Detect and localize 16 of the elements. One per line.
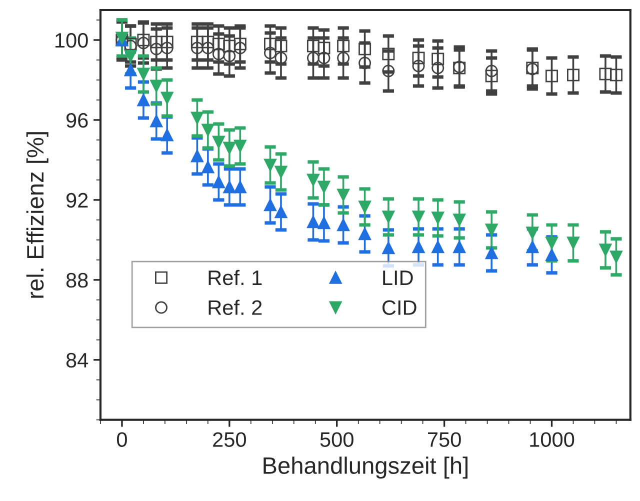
legend-label: Ref. 2 (208, 300, 262, 316)
y-axis-title: rel. Effizienz [%] (26, 132, 48, 298)
x-tick-label: 0 (116, 432, 127, 447)
x-tick-label: 1000 (530, 432, 574, 447)
x-axis-title: Behandlungszeit [h] (264, 456, 468, 479)
legend-label: Ref. 1 (208, 270, 262, 286)
x-tick-label: 500 (320, 432, 354, 447)
x-tick-label: 750 (428, 432, 461, 447)
y-tick-label: 84 (66, 352, 88, 368)
x-tick-label: 250 (213, 432, 246, 447)
legend-label: LID (383, 270, 413, 285)
y-tick-label: 88 (66, 272, 88, 288)
y-tick-label: 100 (56, 33, 88, 48)
y-tick-label: 92 (66, 192, 88, 208)
y-tick-label: 96 (66, 112, 88, 128)
legend-label: CID (382, 300, 416, 316)
